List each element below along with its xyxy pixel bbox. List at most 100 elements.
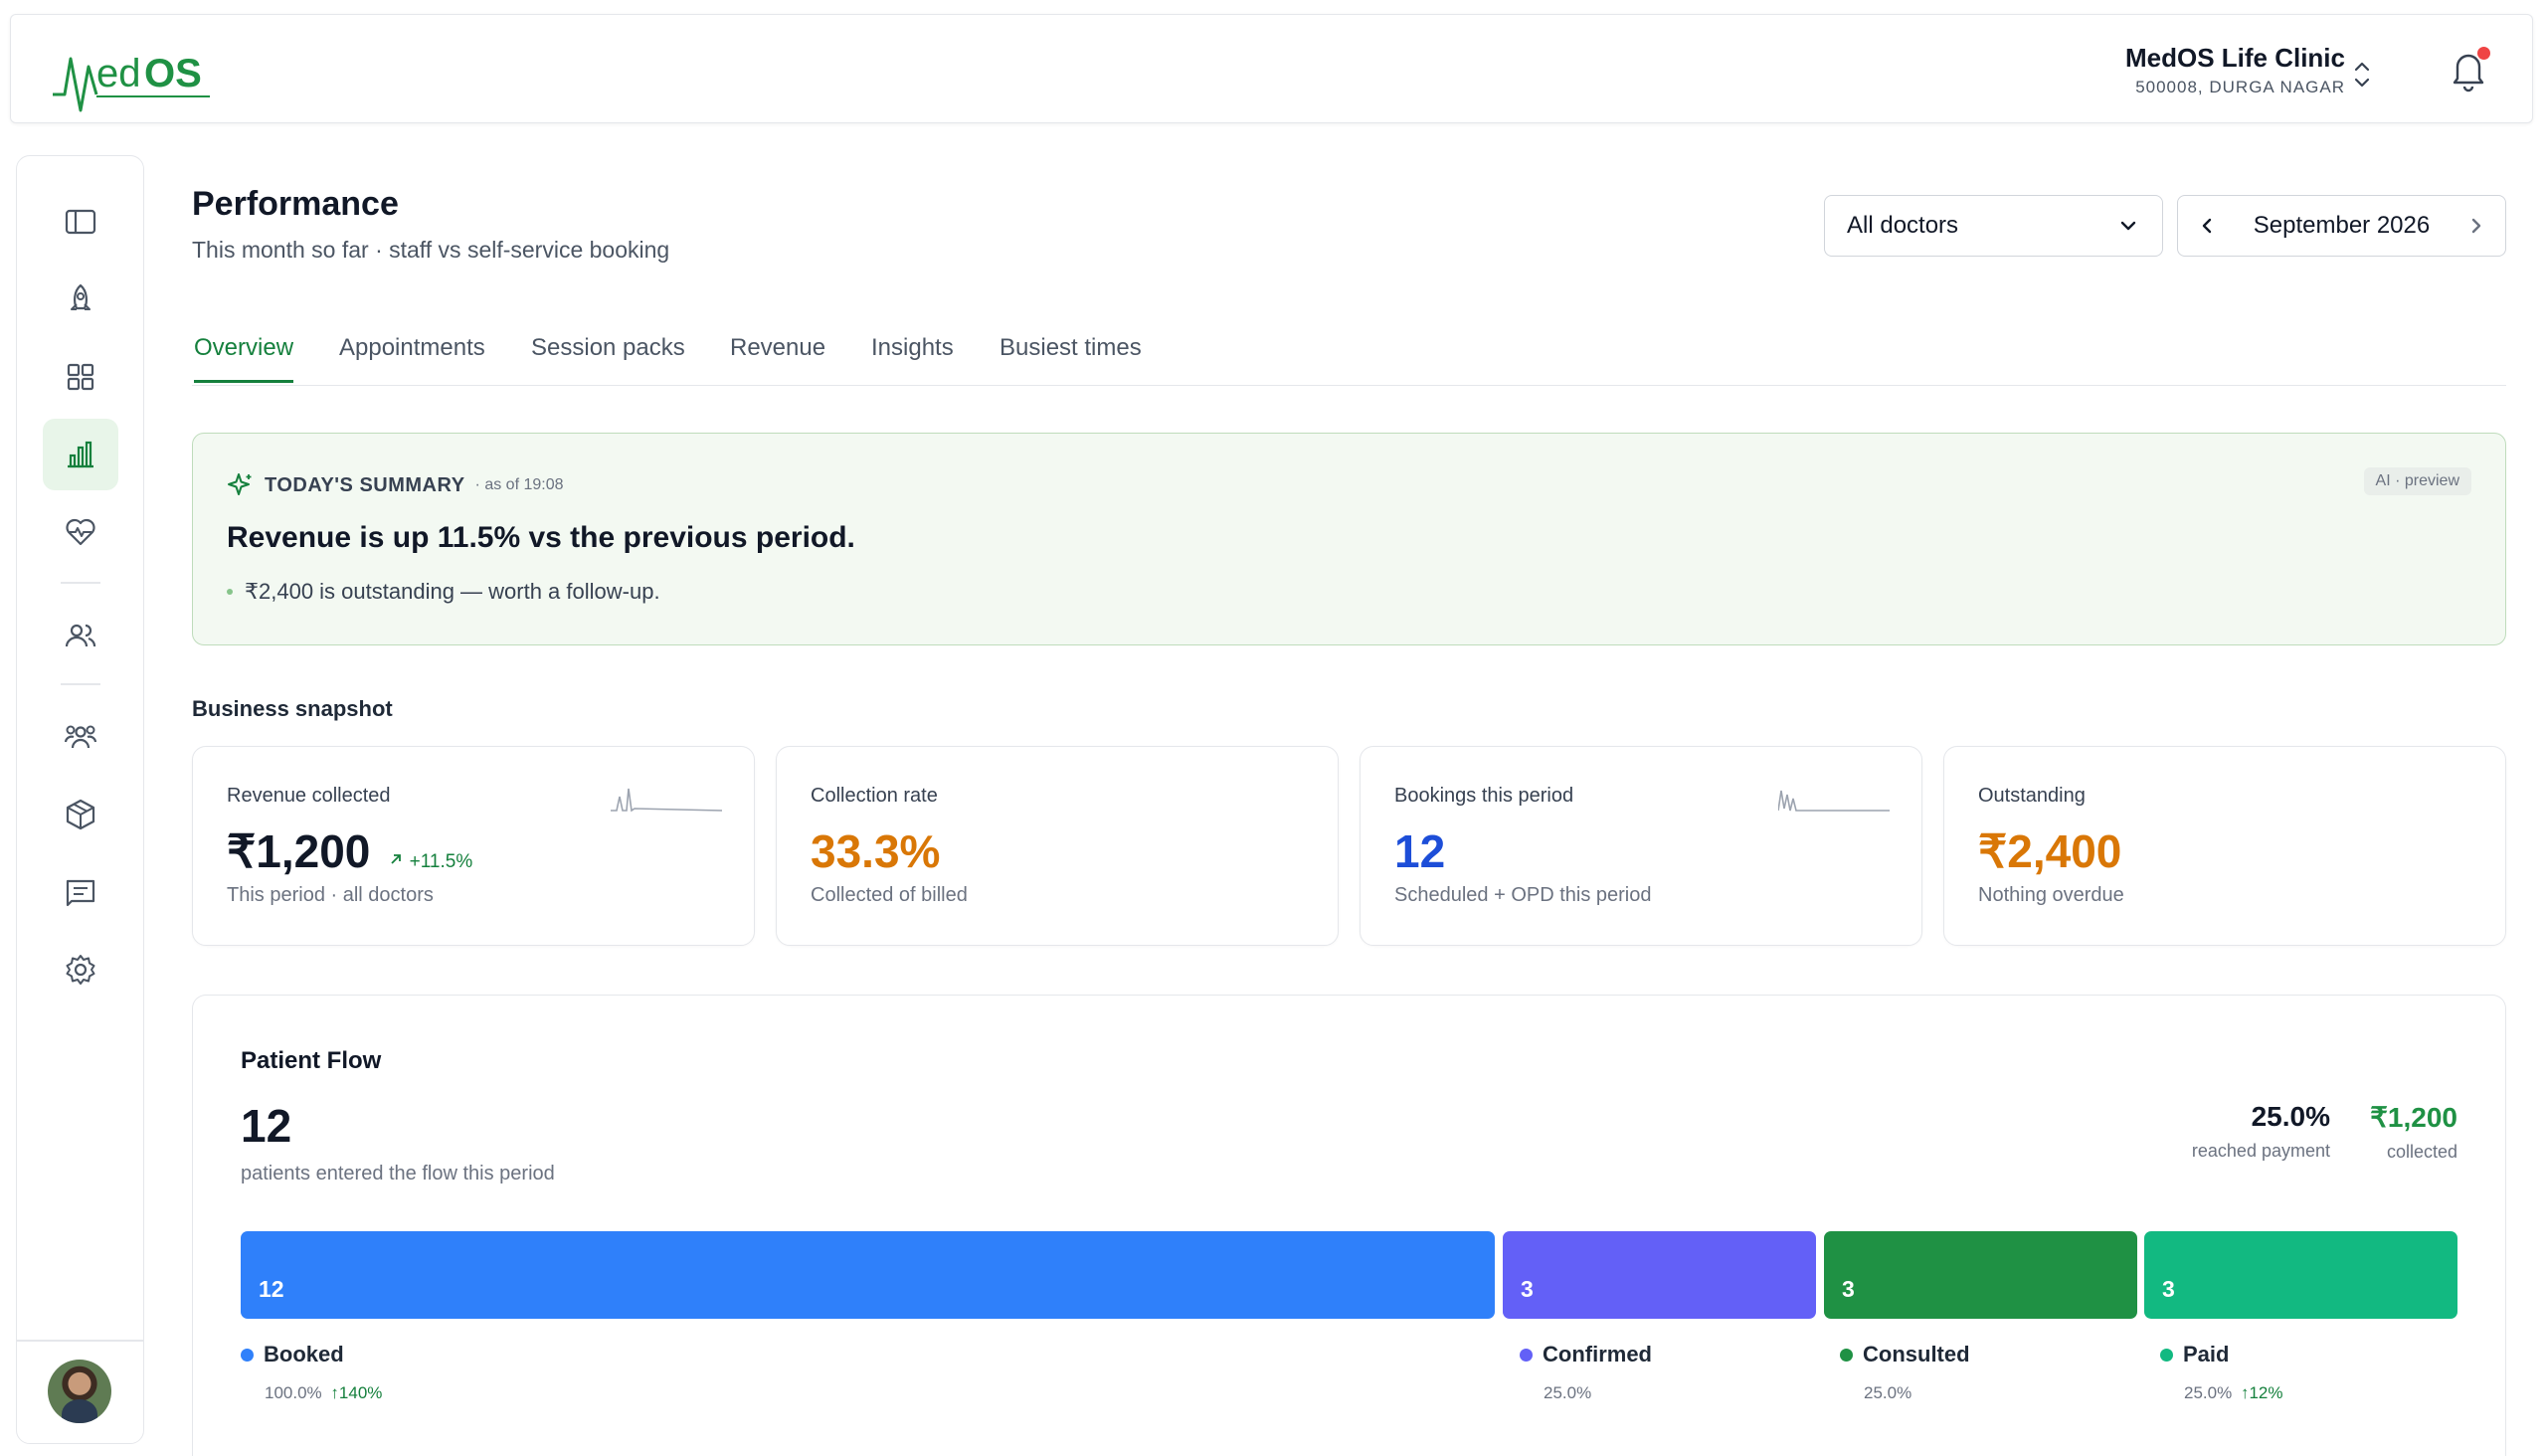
chevron-up-down-icon[interactable] xyxy=(2351,55,2373,94)
notification-dot xyxy=(2477,47,2490,60)
flow-bar-paid[interactable]: 3 xyxy=(2144,1231,2457,1319)
patient-flow-total: 12 xyxy=(241,1100,292,1152)
tab-overview[interactable]: Overview xyxy=(194,334,294,383)
card-value: ₹2,400 xyxy=(1978,824,2121,878)
heart-pulse-icon xyxy=(66,518,95,546)
reached-payment-stat: 25.0% reached payment xyxy=(2192,1101,2330,1162)
bar-count: 3 xyxy=(1521,1276,1534,1302)
revenue-delta-text: +11.5% xyxy=(409,851,473,872)
rocket-icon xyxy=(71,283,91,310)
medos-logo[interactable]: ed OS xyxy=(51,37,220,116)
todays-summary-card: TODAY'S SUMMARY · as of 19:08 AI · previ… xyxy=(192,433,2506,645)
top-bar: ed OS MedOS Life Clinic 500008, DURGA NA… xyxy=(10,14,2533,123)
doctor-filter-value: All doctors xyxy=(1847,212,1959,239)
sidebar-toggle-button[interactable] xyxy=(43,186,118,258)
legend-dot xyxy=(241,1348,254,1362)
legend-change: ↑140% xyxy=(330,1383,383,1402)
legend-name: Consulted xyxy=(1863,1342,1970,1366)
reached-payment-value: 25.0% xyxy=(2251,1101,2330,1132)
revenue-collected-card[interactable]: Revenue collected ₹1,200 +11.5% This per… xyxy=(192,746,755,946)
card-label: Bookings this period xyxy=(1394,785,1574,807)
sparkle-icon xyxy=(228,473,252,495)
collection-rate-card[interactable]: Collection rate 33.3% Collected of bille… xyxy=(776,746,1339,946)
bar-count: 3 xyxy=(2162,1276,2175,1302)
collected-stat: ₹1,200 collected xyxy=(2370,1101,2457,1163)
clinic-name: MedOS Life Clinic xyxy=(2124,43,2345,73)
card-subtitle: Scheduled + OPD this period xyxy=(1394,884,1652,906)
clinic-switcher[interactable]: MedOS Life Clinic 500008, DURGA NAGAR xyxy=(2125,43,2345,97)
sidebar-item-inventory[interactable] xyxy=(43,779,118,850)
tab-appointments[interactable]: Appointments xyxy=(339,334,485,361)
tab-insights[interactable]: Insights xyxy=(871,334,954,361)
sidebar-divider xyxy=(61,683,100,685)
sidebar xyxy=(16,155,144,1444)
month-navigator: September 2026 xyxy=(2177,195,2506,257)
bar-chart-icon xyxy=(68,441,93,468)
tab-session-packs[interactable]: Session packs xyxy=(531,334,685,361)
revenue-value: ₹1,200 xyxy=(227,825,371,877)
sidebar-item-billing[interactable] xyxy=(43,856,118,928)
chevron-right-icon xyxy=(2471,218,2481,234)
legend-name: Confirmed xyxy=(1543,1342,1652,1366)
sidebar-item-performance[interactable] xyxy=(43,419,118,490)
legend-dot xyxy=(1520,1348,1533,1362)
svg-text:OS: OS xyxy=(144,52,202,95)
outstanding-value: ₹2,400 xyxy=(1978,825,2122,877)
legend-pct: 25.0% xyxy=(1864,1383,1912,1402)
next-month-button[interactable] xyxy=(2461,211,2491,241)
flow-legend-confirmed: Confirmed 25.0% xyxy=(1520,1342,1652,1403)
flow-legend-booked: Booked 100.0% ↑140% xyxy=(241,1342,382,1403)
sidebar-item-health[interactable] xyxy=(43,496,118,568)
bookings-card[interactable]: Bookings this period 12 Scheduled + OPD … xyxy=(1360,746,1922,946)
page-title: Performance xyxy=(192,185,399,223)
card-value: 12 xyxy=(1394,824,1445,878)
legend-name: Booked xyxy=(264,1342,344,1366)
card-subtitle: This period · all doctors xyxy=(227,884,434,906)
team-icon xyxy=(64,725,97,749)
patient-flow-title: Patient Flow xyxy=(241,1047,382,1074)
arrow-up-right-icon xyxy=(391,854,402,864)
card-label: Collection rate xyxy=(811,785,938,807)
sidebar-item-settings[interactable] xyxy=(43,934,118,1005)
sidebar-item-patients[interactable] xyxy=(43,600,118,671)
chevron-down-icon xyxy=(2120,221,2136,231)
flow-bar-confirmed[interactable]: 3 xyxy=(1503,1231,1816,1319)
patient-flow-card: Patient Flow 12 patients entered the flo… xyxy=(192,995,2506,1456)
patient-flow-total-label: patients entered the flow this period xyxy=(241,1163,555,1184)
tab-busiest-times[interactable]: Busiest times xyxy=(1000,334,1142,361)
box-icon xyxy=(66,799,95,830)
current-month: September 2026 xyxy=(2253,212,2431,239)
doctor-filter-select[interactable]: All doctors xyxy=(1824,195,2163,257)
collection-rate-value: 33.3% xyxy=(811,825,941,877)
flow-legend-paid: Paid 25.0% ↑12% xyxy=(2160,1342,2282,1403)
sidebar-item-staff[interactable] xyxy=(43,701,118,773)
users-icon xyxy=(65,624,96,647)
summary-bullet-text: ₹2,400 is outstanding — worth a follow-u… xyxy=(245,579,660,604)
bullet-dot xyxy=(227,589,233,595)
summary-time: · as of 19:08 xyxy=(474,476,564,493)
summary-header: TODAY'S SUMMARY · as of 19:08 xyxy=(227,471,564,499)
reached-payment-label: reached payment xyxy=(2191,1141,2330,1161)
sidebar-item-launch[interactable] xyxy=(43,264,118,335)
avatar[interactable] xyxy=(48,1360,111,1423)
card-value: ₹1,200 +11.5% xyxy=(227,824,472,878)
outstanding-card[interactable]: Outstanding ₹2,400 Nothing overdue xyxy=(1943,746,2506,946)
notifications-button[interactable] xyxy=(2449,47,2490,92)
summary-title: TODAY'S SUMMARY xyxy=(265,473,465,496)
summary-bullet: ₹2,400 is outstanding — worth a follow-u… xyxy=(227,579,660,605)
bar-count: 3 xyxy=(1842,1276,1855,1302)
tab-revenue[interactable]: Revenue xyxy=(730,334,826,361)
legend-pct: 100.0% xyxy=(265,1383,322,1402)
revenue-delta: +11.5% xyxy=(388,851,472,873)
revenue-sparkline xyxy=(611,788,722,813)
prev-month-button[interactable] xyxy=(2192,211,2222,241)
flow-bar-booked[interactable]: 12 xyxy=(241,1231,1495,1319)
ai-preview-badge: AI · preview xyxy=(2363,467,2471,495)
grid-icon xyxy=(67,363,94,391)
settings-icon xyxy=(66,955,95,985)
sidebar-toggle-icon xyxy=(65,209,96,235)
flow-bar-consulted[interactable]: 3 xyxy=(1824,1231,2137,1319)
collected-label: collected xyxy=(2386,1142,2457,1162)
legend-pct: 25.0% xyxy=(1544,1383,1592,1402)
sidebar-item-dashboard[interactable] xyxy=(43,341,118,413)
